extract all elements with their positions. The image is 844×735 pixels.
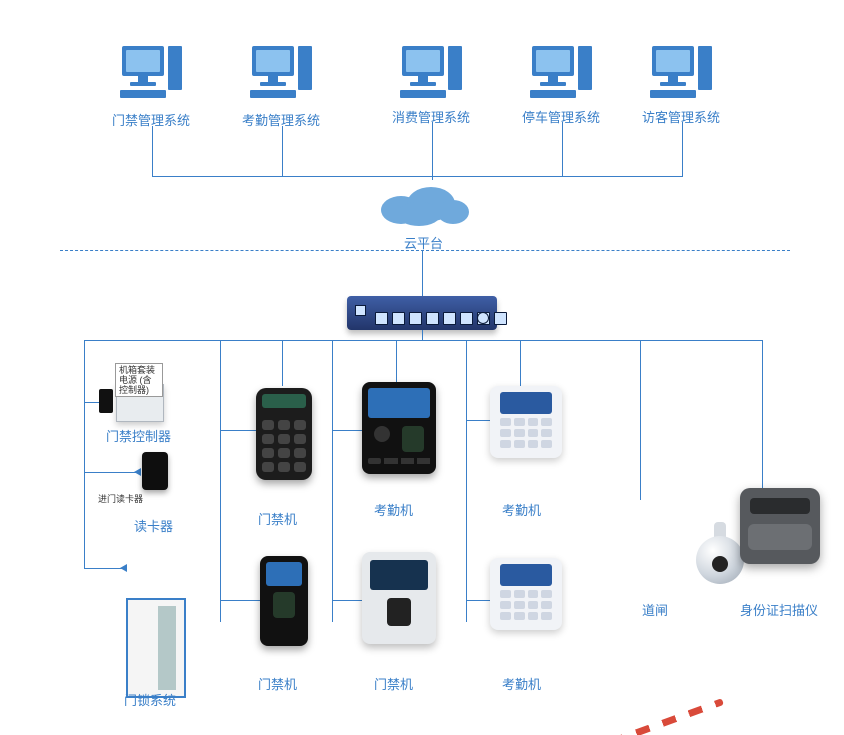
door-icon (126, 598, 186, 698)
attendance-pos-icon (490, 386, 562, 458)
pc-sys-parking (528, 40, 596, 105)
diagram-stage: 门禁管理系统 考勤管理系统 消费管理系统 停车管理系统 访客管理系统 云平台 (0, 0, 844, 735)
label-sys-visitor: 访客管理系统 (642, 107, 720, 126)
label-term2: 门禁机 (374, 674, 413, 693)
pc-sys-consume (398, 40, 466, 105)
label-pos1: 考勤机 (502, 500, 541, 519)
label-door: 门锁系统 (124, 690, 176, 709)
label-reader: 读卡器 (134, 516, 173, 535)
line (332, 430, 362, 431)
line (422, 330, 423, 340)
reader-side-tag: 进门读卡器 (98, 492, 143, 505)
line (332, 600, 362, 601)
line (682, 122, 683, 176)
card-reader-icon (142, 452, 168, 490)
label-controller: 门禁控制器 (106, 426, 171, 445)
pc-sys-attendance (248, 40, 316, 105)
line (640, 340, 641, 500)
label-sys-consume: 消费管理系统 (392, 107, 470, 126)
label-pad1: 门禁机 (258, 509, 297, 528)
line (332, 340, 333, 622)
label-scanner: 身份证扫描仪 (740, 600, 818, 619)
line (282, 126, 283, 176)
access-keypad-icon (256, 388, 312, 480)
controller-tag: 机箱套装电源 (含控制器) (115, 363, 163, 397)
bus-line (84, 340, 762, 341)
line (220, 430, 256, 431)
network-switch-icon (347, 296, 497, 330)
line (152, 126, 153, 176)
arrow-icon (134, 468, 141, 476)
label-sys-attendance: 考勤管理系统 (242, 110, 320, 129)
barrier-gate-icon (606, 716, 736, 735)
line (466, 420, 490, 421)
arrow-icon (120, 564, 127, 572)
line (466, 600, 490, 601)
pc-sys-visitor (648, 40, 716, 105)
line (396, 340, 397, 382)
line (466, 340, 467, 622)
fingerprint-terminal-icon (260, 556, 308, 646)
line (84, 472, 138, 473)
line (432, 122, 433, 180)
line (282, 340, 283, 386)
access-terminal-icon (362, 552, 436, 644)
label-sys-access: 门禁管理系统 (112, 110, 190, 129)
pc-sys-access (118, 40, 186, 105)
label-pad2: 门禁机 (258, 674, 297, 693)
line (762, 340, 763, 488)
line (520, 340, 521, 386)
line (152, 176, 683, 177)
controller-icon: 机箱套装电源 (含控制器) (116, 384, 164, 422)
id-scanner-icon (740, 488, 820, 564)
line (220, 600, 260, 601)
line (562, 122, 563, 176)
line (84, 340, 85, 568)
attendance-terminal-icon (362, 382, 436, 474)
label-sys-parking: 停车管理系统 (522, 107, 600, 126)
attendance-pos-icon (490, 558, 562, 630)
label-gate: 道闸 (642, 600, 668, 619)
label-term1: 考勤机 (374, 500, 413, 519)
dashed-divider (60, 250, 790, 251)
cloud-icon (375, 180, 470, 231)
line (422, 250, 423, 296)
line (84, 568, 124, 569)
label-pos2: 考勤机 (502, 674, 541, 693)
line (220, 340, 221, 622)
